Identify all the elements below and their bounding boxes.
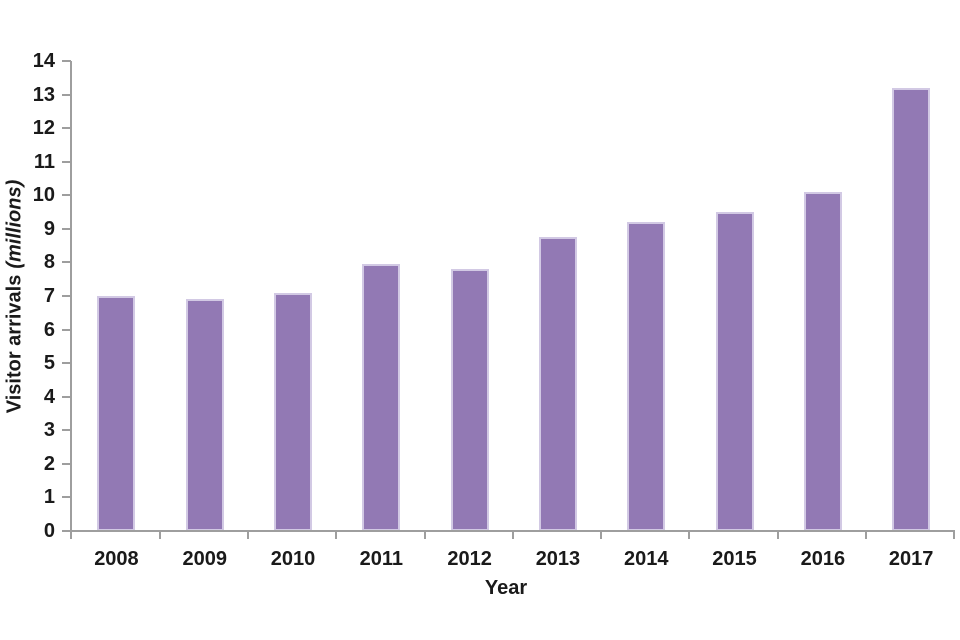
y-tick: [62, 429, 71, 432]
x-tick: [953, 530, 956, 539]
y-tick: [62, 227, 71, 230]
x-tick-label: 2016: [800, 548, 846, 570]
y-tick: [62, 93, 71, 96]
x-tick-label: 2011: [359, 548, 404, 570]
y-tick: [62, 261, 71, 264]
y-tick: [62, 160, 71, 163]
y-tick-label: 7: [43, 285, 55, 307]
x-tick-label: 2015: [712, 548, 757, 570]
y-tick-label: 2: [43, 452, 55, 475]
y-tick-label: 12: [32, 117, 55, 140]
x-tick: [688, 530, 691, 539]
x-tick-label: 2012: [447, 548, 492, 570]
bar-2017: [892, 87, 931, 531]
bar-2016: [803, 191, 842, 531]
y-tick-label: 8: [43, 251, 55, 274]
y-tick-label: 10: [32, 184, 55, 207]
y-tick-label: 9: [43, 217, 55, 240]
x-tick: [600, 530, 603, 539]
bar-2008: [97, 296, 136, 531]
x-axis-title: Year: [484, 577, 528, 599]
y-tick-label: 3: [43, 419, 55, 442]
x-tick: [865, 530, 867, 539]
y-tick-label: 11: [33, 150, 55, 173]
y-tick: [62, 127, 71, 130]
x-tick-label: 2014: [624, 548, 669, 570]
y-tick-label: 14: [32, 50, 55, 72]
x-tick: [246, 530, 249, 539]
y-tick-label: 6: [43, 318, 55, 341]
y-tick-label: 0: [43, 520, 55, 542]
x-tick: [335, 530, 338, 539]
bar-2010: [274, 292, 313, 531]
x-tick-label: 2008: [94, 548, 139, 570]
x-axis-line: [70, 530, 955, 532]
x-tick: [70, 530, 73, 539]
y-tick-label: 5: [43, 352, 55, 375]
x-tick: [158, 530, 161, 539]
bar-2009: [185, 299, 224, 531]
x-tick-label: 2009: [182, 548, 228, 570]
bar-2011: [362, 264, 401, 531]
y-tick: [62, 194, 71, 197]
bar-2014: [627, 222, 666, 531]
y-tick: [62, 362, 71, 365]
y-tick: [62, 295, 71, 297]
bar-2015: [715, 212, 754, 531]
bar-2012: [450, 269, 489, 531]
bar-2013: [538, 237, 577, 531]
y-tick: [62, 462, 71, 465]
y-axis-line: [70, 61, 72, 532]
x-tick: [776, 530, 779, 539]
x-tick-label: 2017: [888, 548, 934, 570]
y-tick-label: 4: [43, 385, 55, 408]
y-tick: [62, 530, 71, 532]
x-tick-label: 2013: [535, 548, 581, 570]
x-tick: [511, 530, 514, 539]
y-tick: [62, 328, 71, 331]
x-tick: [423, 530, 426, 539]
x-tick-label: 2010: [270, 548, 316, 570]
y-tick: [62, 60, 71, 62]
y-tick: [62, 395, 71, 398]
y-tick-label: 13: [32, 83, 55, 106]
y-tick: [62, 496, 71, 499]
y-tick-label: 1: [43, 486, 55, 509]
